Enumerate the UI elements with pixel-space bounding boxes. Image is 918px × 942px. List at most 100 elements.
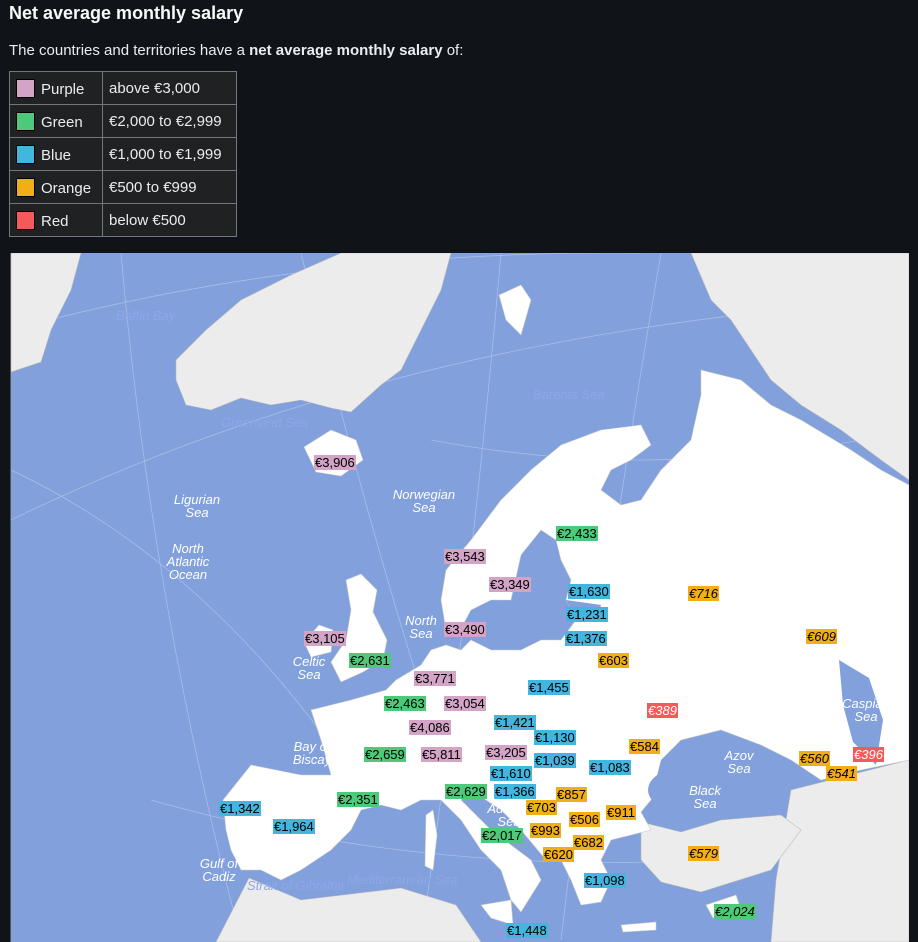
legend-color-name: Green bbox=[41, 113, 83, 131]
non-european-land bbox=[11, 253, 909, 942]
salary-label: €609 bbox=[806, 629, 837, 644]
legend-row-blue: Blue €1,000 to €1,999 bbox=[9, 137, 237, 171]
orange-swatch bbox=[16, 177, 35, 197]
salary-label: €584 bbox=[629, 739, 660, 754]
salary-label: €993 bbox=[530, 823, 561, 838]
greenland bbox=[175, 253, 452, 413]
salary-label: €1,098 bbox=[584, 873, 626, 888]
intro-bold: net average monthly salary bbox=[249, 42, 443, 59]
legend-row-red: Red below €500 bbox=[9, 203, 237, 237]
svalbard bbox=[498, 284, 532, 336]
salary-label: €3,490 bbox=[444, 622, 486, 637]
sea-label: Adriatic Sea bbox=[487, 801, 531, 829]
legend-color-name: Red bbox=[41, 212, 69, 230]
salary-label: €2,463 bbox=[384, 696, 426, 711]
salary-label: €716 bbox=[688, 586, 719, 601]
salary-label: €2,433 bbox=[556, 526, 598, 541]
sea-label: Barents Sea bbox=[533, 387, 605, 402]
salary-label: €1,083 bbox=[589, 760, 631, 775]
salary-label: €1,039 bbox=[534, 753, 576, 768]
salary-label: €2,351 bbox=[337, 792, 379, 807]
salary-label: €703 bbox=[526, 800, 557, 815]
salary-label: €506 bbox=[569, 812, 600, 827]
salary-label: €3,054 bbox=[444, 696, 486, 711]
sea-label: North Sea bbox=[405, 613, 437, 641]
red-swatch bbox=[16, 210, 35, 230]
salary-label: €4,086 bbox=[409, 720, 451, 735]
salary-label: €1,366 bbox=[494, 784, 536, 799]
legend-range: €2,000 to €2,999 bbox=[102, 104, 237, 138]
salary-label: €1,421 bbox=[494, 715, 536, 730]
legend-range: above €3,000 bbox=[102, 71, 237, 105]
canada bbox=[11, 253, 82, 373]
salary-label: €3,906 bbox=[314, 455, 356, 470]
sea-label: Norwegian Sea bbox=[392, 487, 456, 515]
intro-text: The countries and territories have a net… bbox=[9, 42, 463, 59]
salary-label: €3,543 bbox=[444, 549, 486, 564]
legend-table: Purple above €3,000 Green €2,000 to €2,999… bbox=[9, 71, 237, 237]
corsica-sardinia bbox=[424, 809, 438, 871]
black-sea bbox=[648, 762, 764, 818]
asia bbox=[690, 253, 909, 481]
legend-range: €500 to €999 bbox=[102, 170, 237, 204]
salary-label: €389 bbox=[647, 703, 678, 718]
purple-swatch bbox=[16, 78, 35, 98]
salary-label: €2,629 bbox=[445, 784, 487, 799]
middle-east bbox=[770, 759, 909, 942]
sea-label: Mediterranean Sea bbox=[347, 872, 458, 887]
salary-label: €1,231 bbox=[566, 607, 608, 622]
legend-range: €1,000 to €1,999 bbox=[102, 137, 237, 171]
legend-range: below €500 bbox=[102, 203, 237, 237]
page-title: Net average monthly salary bbox=[9, 3, 244, 23]
sea-label: Baffin Bay bbox=[116, 308, 176, 323]
salary-label: €2,659 bbox=[364, 747, 406, 762]
legend-color-name: Blue bbox=[41, 146, 72, 164]
sea-label: Celtic Sea bbox=[292, 654, 326, 682]
salary-label: €3,205 bbox=[485, 745, 527, 760]
salary-label: €5,811 bbox=[421, 747, 462, 762]
sea-label: Caspian Sea bbox=[842, 696, 890, 724]
sicily bbox=[480, 899, 514, 926]
salary-label: €3,771 bbox=[414, 671, 456, 686]
salary-label: €579 bbox=[688, 846, 719, 861]
map-base bbox=[11, 253, 909, 942]
salary-label: €3,349 bbox=[489, 577, 531, 592]
salary-label: €3,105 bbox=[304, 631, 346, 646]
salary-label: €1,630 bbox=[568, 584, 610, 599]
legend-row-orange: Orange €500 to €999 bbox=[9, 170, 237, 204]
legend-color-name: Purple bbox=[41, 80, 85, 98]
salary-label: €1,964 bbox=[273, 819, 315, 834]
legend-color-name: Orange bbox=[41, 179, 92, 197]
salary-label: €1,376 bbox=[565, 631, 607, 646]
green-swatch bbox=[16, 111, 35, 131]
sea-label: Gulf of Cadiz bbox=[199, 856, 239, 884]
salary-label: €857 bbox=[556, 787, 587, 802]
caspian-sea bbox=[839, 660, 883, 765]
sea-label: Strait of Gibraltar bbox=[247, 878, 346, 893]
sea-label: Ligurian Sea bbox=[173, 492, 221, 520]
salary-label: €396 bbox=[853, 747, 884, 762]
salary-label: €2,024 bbox=[714, 904, 756, 919]
intro-before: The countries and territories have a bbox=[9, 42, 250, 59]
salary-label: €620 bbox=[543, 847, 574, 862]
salary-label: €603 bbox=[598, 653, 629, 668]
salary-label: €541 bbox=[826, 766, 857, 781]
salary-label: €1,455 bbox=[528, 680, 570, 695]
salary-map: Baffin Bay Greenland Sea Barents Sea Lig… bbox=[10, 253, 909, 942]
salary-label: €1,130 bbox=[534, 730, 576, 745]
blue-swatch bbox=[16, 144, 35, 164]
sea-label: North Atlantic Ocean bbox=[166, 541, 210, 582]
crete bbox=[620, 921, 657, 933]
legend-row-purple: Purple above €3,000 bbox=[9, 71, 237, 105]
salary-label: €682 bbox=[573, 835, 604, 850]
salary-label: €1,342 bbox=[219, 801, 261, 816]
salary-label: €911 bbox=[606, 805, 636, 820]
salary-label: €2,017 bbox=[481, 828, 523, 843]
sea-label: Bay of Biscay bbox=[292, 739, 332, 767]
intro-after: of: bbox=[442, 42, 464, 59]
turkey bbox=[640, 814, 802, 893]
salary-label: €1,610 bbox=[490, 766, 532, 781]
salary-label: €1,448 bbox=[506, 923, 548, 938]
azov-sea bbox=[729, 748, 753, 764]
sea-label: Greenland Sea bbox=[221, 415, 309, 430]
